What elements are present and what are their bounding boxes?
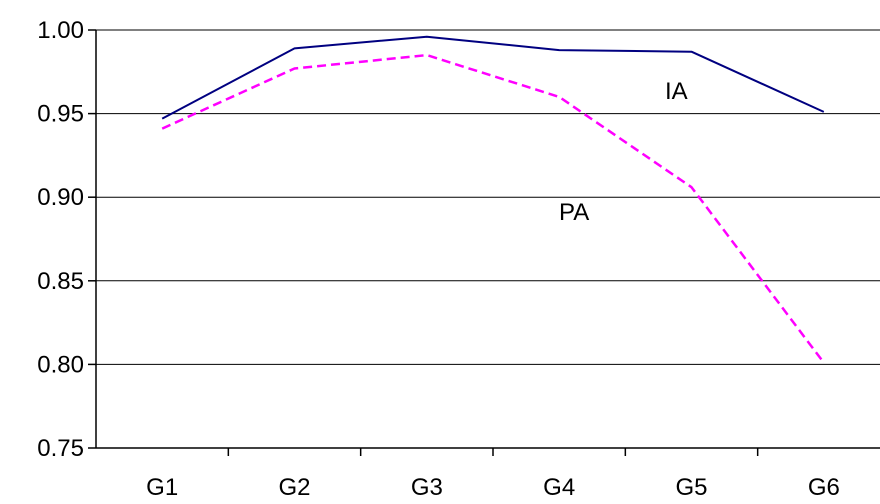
x-tick-label-g2: G2 bbox=[278, 474, 310, 501]
x-ticks: G1 G2 G3 G4 G5 G6 bbox=[146, 448, 840, 501]
y-tick-label: 0.80 bbox=[37, 351, 84, 378]
x-tick-label-g6: G6 bbox=[808, 474, 840, 501]
series-label-ia: IA bbox=[665, 78, 688, 105]
y-tick-label: 0.90 bbox=[37, 184, 84, 211]
y-tick-label: 0.95 bbox=[37, 101, 84, 128]
series-lines bbox=[161, 35, 825, 364]
y-tick-label: 0.85 bbox=[37, 268, 84, 295]
y-ticks: 0.75 0.80 0.85 0.90 0.95 1.00 bbox=[37, 17, 96, 462]
x-tick-label-g4: G4 bbox=[543, 474, 575, 501]
series-line-ia bbox=[161, 35, 825, 120]
series-label-pa: PA bbox=[559, 199, 589, 226]
x-tick-label-g1: G1 bbox=[146, 474, 178, 501]
y-tick-label: 0.75 bbox=[37, 435, 84, 462]
grid-lines bbox=[96, 29, 880, 365]
x-tick-label-g3: G3 bbox=[411, 474, 443, 501]
y-tick-label: 1.00 bbox=[37, 17, 84, 44]
series-line-pa bbox=[161, 53, 825, 364]
axes bbox=[95, 30, 880, 449]
x-tick-label-g5: G5 bbox=[675, 474, 707, 501]
